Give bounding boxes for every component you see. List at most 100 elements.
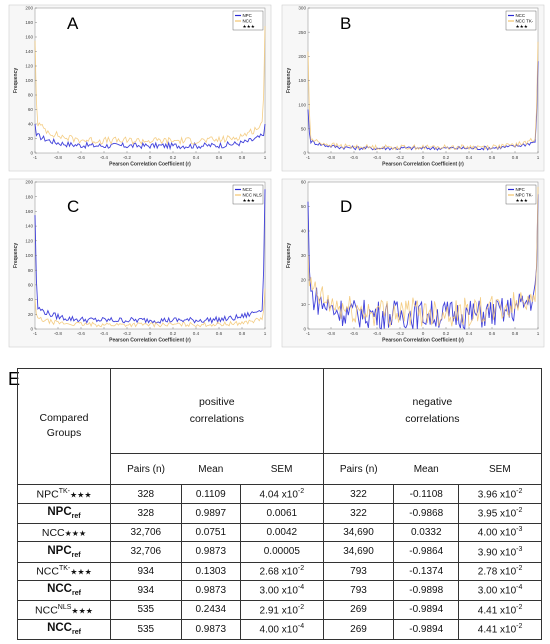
mean-positive: 0.9873 [180, 541, 241, 563]
x-tick-label: 0.8 [239, 155, 246, 160]
table-row: NCCref 934 0.9873 3.00 x10-4 793 -0.9898 3.00 … [17, 579, 542, 602]
x-tick-label: -0.8 [327, 331, 335, 336]
x-axis-label: Pearson Correlation Coefficient (r) [382, 162, 464, 168]
pairs-negative: 793 [322, 579, 395, 602]
plot-area [34, 181, 266, 330]
y-tick-label: 200 [25, 6, 33, 11]
x-tick-label: -0.2 [396, 155, 404, 160]
mean-negative: -0.9894 [393, 600, 460, 620]
sem-negative: 3.00 x10-4 [458, 579, 542, 602]
legend-significance: ★★★ [243, 198, 255, 204]
x-tick-label: -1 [33, 155, 38, 160]
pairs-negative: 322 [322, 484, 395, 504]
x-tick-label: 0.8 [512, 155, 519, 160]
sem-positive: 2.91 x10-2 [239, 600, 324, 620]
x-axis-label: Pearson Correlation Coefficient (r) [382, 338, 464, 344]
x-axis-label: Pearson Correlation Coefficient (r) [109, 162, 191, 168]
y-tick-label: 0 [303, 327, 306, 332]
group-name: NCCTK-★★★ [17, 561, 111, 581]
y-tick-label: 140 [25, 49, 33, 54]
table-row: NCCref 535 0.9873 4.00 x10-4 269 -0.9894 4.41 … [17, 618, 542, 640]
y-tick-label: 150 [298, 78, 306, 83]
y-tick-label: 20 [28, 136, 34, 141]
negative-header-line1: negative [412, 396, 453, 409]
series-line [307, 61, 539, 151]
chart-panel-d: -1 -0.8 -0.6 -0.4 -0.2 0 0.2 0.4 0.6 0.8 101020304… [281, 178, 545, 348]
mean-negative: -0.9868 [393, 502, 460, 525]
group-name: NPCref [17, 502, 111, 525]
x-tick-label: -0.6 [350, 331, 358, 336]
series-line [307, 186, 539, 328]
pairs-negative: 269 [322, 618, 395, 640]
x-tick-label: 0.6 [216, 155, 223, 160]
mean-negative: 0.0332 [393, 523, 460, 543]
mean-negative: -0.9898 [393, 579, 460, 602]
col-pairs-positive: Pairs (n) [110, 453, 182, 486]
x-tick-label: 0.6 [489, 155, 496, 160]
x-tick-label: -0.6 [77, 331, 85, 336]
mean-positive: 0.9897 [180, 502, 241, 525]
y-tick-label: 30 [301, 253, 307, 258]
y-tick-label: 80 [28, 268, 34, 273]
y-tick-label: 160 [25, 209, 33, 214]
series-line [34, 123, 266, 151]
mean-positive: 0.2434 [180, 600, 241, 620]
x-tick-label: -0.6 [350, 155, 358, 160]
y-axis-label: Frequency [286, 68, 292, 94]
y-tick-label: 60 [28, 107, 34, 112]
x-tick-label: 0.2 [170, 331, 177, 336]
chart-panel-b: -1 -0.8 -0.6 -0.4 -0.2 0 0.2 0.4 0.6 0.8 1 0 50 100 15… [281, 4, 545, 172]
sem-positive: 4.00 x10-4 [239, 618, 324, 640]
x-tick-label: 1 [537, 155, 540, 160]
panel-label: C [67, 197, 79, 216]
x-tick-label: -1 [306, 331, 311, 336]
positive-correlations-header: positive correlations [110, 367, 324, 455]
mean-negative: -0.9864 [393, 541, 460, 563]
y-tick-label: 300 [298, 6, 306, 11]
pairs-positive: 535 [110, 618, 182, 640]
x-tick-label: -0.4 [373, 155, 381, 160]
mean-positive: 0.9873 [180, 579, 241, 602]
table-row: NCCTK-★★★ 934 0.1303 2.68 x10-2 793 -0.1374 2.… [17, 561, 542, 581]
legend-entry: NPC [243, 13, 252, 18]
y-tick-label: 100 [25, 253, 33, 258]
x-tick-label: 0 [149, 155, 152, 160]
table-row: NPCref 32,706 0.9873 0.00005 34,690 -0.9864 3.… [17, 541, 542, 563]
legend-entry: NPC TK- [516, 193, 534, 198]
x-tick-label: -0.4 [373, 331, 381, 336]
y-tick-label: 60 [28, 283, 34, 288]
y-axis-label: Frequency [286, 243, 292, 269]
sem-negative: 4.41 x10-2 [458, 600, 542, 620]
x-tick-label: 0.6 [489, 331, 496, 336]
group-name: NCCNLS★★★ [17, 600, 111, 620]
y-tick-label: 250 [298, 30, 306, 35]
legend-significance: ★★★ [516, 198, 528, 204]
series-line [307, 41, 539, 151]
y-tick-label: 200 [298, 54, 306, 59]
x-tick-label: 0.2 [443, 331, 450, 336]
y-tick-label: 120 [25, 238, 33, 243]
col-sem-positive: SEM [240, 453, 324, 486]
pairs-positive: 32,706 [110, 541, 182, 563]
mean-positive: 0.0751 [180, 523, 241, 543]
compared-groups-label: Compared Groups [39, 412, 89, 440]
sem-negative: 3.90 x10-3 [458, 541, 542, 563]
x-tick-label: -0.4 [100, 331, 108, 336]
pairs-positive: 328 [110, 502, 182, 525]
y-tick-label: 0 [30, 151, 33, 156]
y-tick-label: 200 [25, 180, 33, 185]
x-tick-label: 0 [422, 155, 425, 160]
x-tick-label: -0.2 [396, 331, 404, 336]
y-tick-label: 120 [25, 64, 33, 69]
mean-negative: -0.1374 [393, 561, 460, 581]
y-tick-label: 180 [25, 20, 33, 25]
series-line [34, 288, 266, 328]
pairs-negative: 34,690 [322, 523, 395, 543]
legend-entry: NCC [243, 19, 253, 24]
mean-positive: 0.9873 [180, 618, 241, 640]
pairs-positive: 32,706 [110, 523, 182, 543]
y-tick-label: 50 [301, 126, 307, 131]
pairs-positive: 328 [110, 484, 182, 504]
y-tick-label: 100 [298, 102, 306, 107]
x-tick-label: -1 [306, 155, 311, 160]
